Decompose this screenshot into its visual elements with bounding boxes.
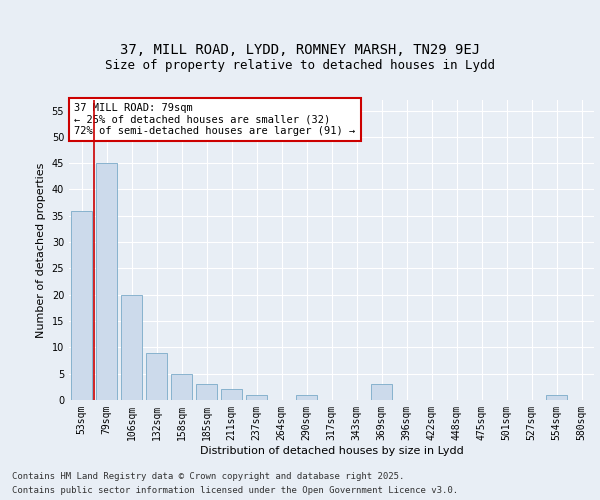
Text: 37 MILL ROAD: 79sqm
← 25% of detached houses are smaller (32)
72% of semi-detach: 37 MILL ROAD: 79sqm ← 25% of detached ho… <box>74 103 355 136</box>
Bar <box>296 394 317 400</box>
Bar <box>371 384 392 400</box>
Bar <box>71 210 92 400</box>
Bar <box>546 394 567 400</box>
Bar <box>121 294 142 400</box>
Text: Contains HM Land Registry data © Crown copyright and database right 2025.: Contains HM Land Registry data © Crown c… <box>12 472 404 481</box>
Text: Size of property relative to detached houses in Lydd: Size of property relative to detached ho… <box>105 60 495 72</box>
Bar <box>146 352 167 400</box>
Bar <box>96 163 117 400</box>
X-axis label: Distribution of detached houses by size in Lydd: Distribution of detached houses by size … <box>200 446 463 456</box>
Text: 37, MILL ROAD, LYDD, ROMNEY MARSH, TN29 9EJ: 37, MILL ROAD, LYDD, ROMNEY MARSH, TN29 … <box>120 44 480 58</box>
Bar <box>246 394 267 400</box>
Text: Contains public sector information licensed under the Open Government Licence v3: Contains public sector information licen… <box>12 486 458 495</box>
Bar <box>171 374 192 400</box>
Y-axis label: Number of detached properties: Number of detached properties <box>36 162 46 338</box>
Bar <box>221 390 242 400</box>
Bar <box>196 384 217 400</box>
